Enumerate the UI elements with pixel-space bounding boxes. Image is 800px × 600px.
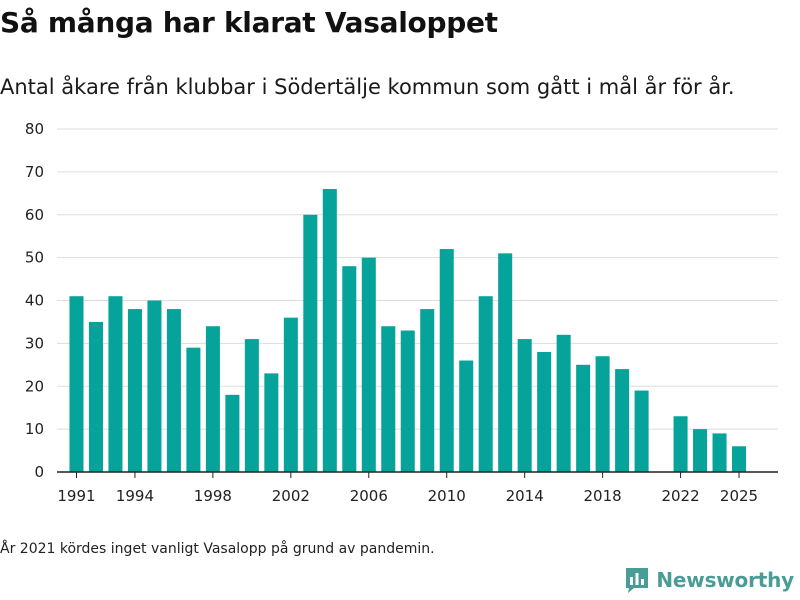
bar-1997 xyxy=(186,347,201,472)
bar-2014 xyxy=(517,339,532,472)
bar-2001 xyxy=(264,373,279,472)
bar-2007 xyxy=(381,326,396,472)
x-axis-ticks: 1991 1994 1998 2002 2006 2010 2014 2018 2022 2025 xyxy=(57,472,758,505)
bar-2015 xyxy=(537,351,552,472)
bar-1993 xyxy=(108,296,123,472)
brand-name: Newsworthy xyxy=(656,568,794,592)
x-tick-label: 2018 xyxy=(584,487,622,505)
bar-2006 xyxy=(361,257,376,472)
bar-2010 xyxy=(439,249,454,472)
bar-2022 xyxy=(673,416,688,472)
bar-2023 xyxy=(693,429,708,472)
x-tick-label: 2014 xyxy=(506,487,544,505)
bar-2000 xyxy=(244,339,259,472)
x-tick-label: 1994 xyxy=(116,487,154,505)
bar-2002 xyxy=(283,317,298,472)
x-tick-label: 1991 xyxy=(57,487,95,505)
bar-1996 xyxy=(166,309,181,472)
x-tick-label: 1998 xyxy=(194,487,232,505)
bar-2003 xyxy=(303,214,318,472)
chart-subtitle: Antal åkare från klubbar i Södertälje ko… xyxy=(0,75,735,99)
bar-2018 xyxy=(595,356,610,472)
bar-2019 xyxy=(615,369,630,472)
bar-2013 xyxy=(498,253,513,472)
bar-1992 xyxy=(88,321,103,472)
x-tick-label: 2002 xyxy=(272,487,310,505)
bar-1999 xyxy=(225,394,240,472)
y-tick-label: 80 xyxy=(25,120,44,138)
y-axis-ticks: 0 10 20 30 40 50 60 70 80 xyxy=(25,120,44,481)
y-tick-label: 50 xyxy=(25,249,44,267)
bar-2024 xyxy=(712,433,727,472)
bar-1994 xyxy=(127,309,142,472)
y-tick-label: 70 xyxy=(25,163,44,181)
y-tick-label: 0 xyxy=(34,463,44,481)
x-tick-label: 2010 xyxy=(428,487,466,505)
x-tick-label: 2022 xyxy=(661,487,699,505)
x-tick-label: 2006 xyxy=(350,487,388,505)
bar-2012 xyxy=(478,296,493,472)
gridlines xyxy=(57,128,778,430)
bar-2004 xyxy=(322,189,337,472)
footnote: År 2021 kördes inget vanligt Vasalopp på… xyxy=(0,541,435,557)
bar-2020 xyxy=(634,390,649,472)
bar-2011 xyxy=(459,360,474,472)
bar-2008 xyxy=(400,330,415,472)
y-tick-label: 10 xyxy=(25,420,44,438)
bar-1995 xyxy=(147,300,162,472)
y-tick-label: 60 xyxy=(25,206,44,224)
brand-logo: Newsworthy xyxy=(624,566,794,594)
bar-2017 xyxy=(576,364,591,472)
bar-1991 xyxy=(69,296,84,472)
y-tick-label: 20 xyxy=(25,377,44,395)
y-tick-label: 30 xyxy=(25,334,44,352)
bar-2005 xyxy=(342,266,357,472)
bar-2025 xyxy=(732,446,747,472)
bar-2016 xyxy=(556,334,571,472)
bar-chart: 0 10 20 30 40 50 60 70 80 1991 1994 1998 2002 2006 20… xyxy=(25,120,778,505)
bar-2009 xyxy=(420,309,435,472)
chart-title: Så många har klarat Vasaloppet xyxy=(0,6,498,39)
bar-1998 xyxy=(205,326,220,472)
x-tick-label: 2025 xyxy=(720,487,758,505)
bars xyxy=(69,189,747,472)
newsworthy-logo-icon xyxy=(626,568,649,593)
y-tick-label: 40 xyxy=(25,292,44,310)
